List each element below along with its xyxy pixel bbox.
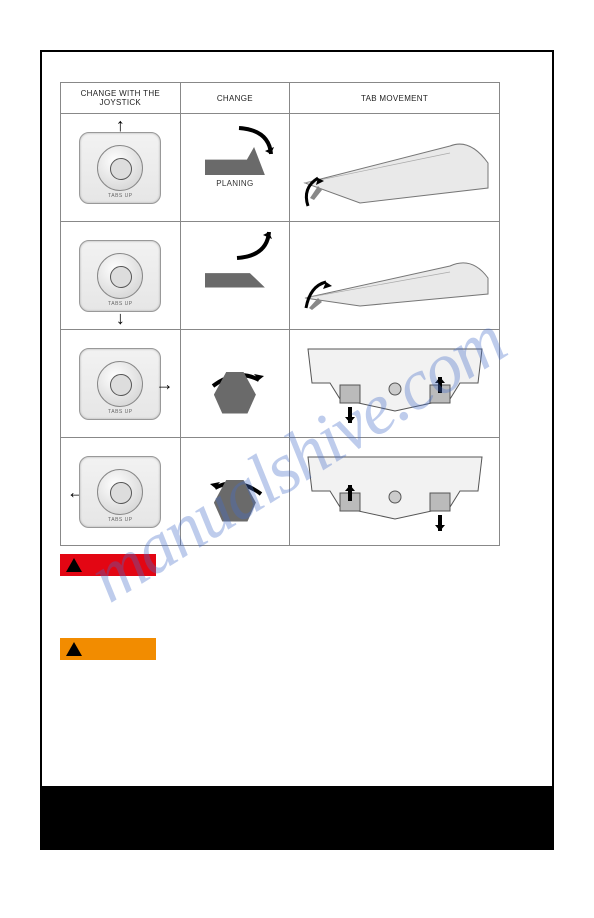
joystick-push-left: ← TABS UP xyxy=(65,442,176,541)
table-row: ↑ TABS UP PLANI xyxy=(61,114,500,222)
joystick-label: TABS UP xyxy=(80,517,160,523)
boat-profile-bow-down-icon xyxy=(185,147,285,175)
pitch-up-arrow-icon xyxy=(227,226,277,266)
joystick-dial xyxy=(97,469,143,515)
joystick-label: TABS UP xyxy=(80,193,160,199)
joystick-body: TABS UP xyxy=(79,456,161,528)
joystick-push-right: TABS UP → xyxy=(65,334,176,433)
joystick-body: TABS UP xyxy=(79,132,161,204)
hull-side-bow-up-icon xyxy=(300,236,490,316)
table-row: TABS UP ↓ xyxy=(61,222,500,330)
trim-tab-table: CHANGE WITH THE JOYSTICK CHANGE TAB MOVE… xyxy=(60,82,500,546)
col-header-joystick: CHANGE WITH THE JOYSTICK xyxy=(61,83,181,114)
table-row: TABS UP → xyxy=(61,330,500,438)
hull-side-bow-down-icon xyxy=(300,128,490,208)
pitch-down-arrow-icon xyxy=(229,120,279,160)
joystick-dial xyxy=(97,361,143,407)
col-header-change: CHANGE xyxy=(180,83,289,114)
boat-topdown-yaw-right-icon xyxy=(185,372,285,414)
joystick-dial xyxy=(97,253,143,299)
joystick-dial xyxy=(97,145,143,191)
change-label: PLANING xyxy=(185,179,285,188)
warning-triangle-icon xyxy=(66,642,82,656)
boat-profile-bow-up-icon xyxy=(185,264,285,288)
page-frame: CHANGE WITH THE JOYSTICK CHANGE TAB MOVE… xyxy=(40,50,554,850)
joystick-body: TABS UP xyxy=(79,240,161,312)
joystick-push-down: TABS UP ↓ xyxy=(65,226,176,325)
col-header-tab: TAB MOVEMENT xyxy=(290,83,500,114)
transom-port-down-icon xyxy=(300,339,490,429)
alert-warning xyxy=(60,638,156,660)
joystick-body: TABS UP xyxy=(79,348,161,420)
joystick-push-up: ↑ TABS UP xyxy=(65,118,176,217)
arrow-right-icon: → xyxy=(156,375,174,393)
table-row: ← TABS UP xyxy=(61,438,500,546)
joystick-label: TABS UP xyxy=(80,409,160,415)
arrow-down-icon: ↓ xyxy=(116,309,125,327)
boat-topdown-yaw-left-icon xyxy=(185,480,285,522)
warning-triangle-icon xyxy=(66,558,82,572)
transom-starboard-down-icon xyxy=(300,447,490,537)
joystick-label: TABS UP xyxy=(80,301,160,307)
alert-danger xyxy=(60,554,156,576)
table-header-row: CHANGE WITH THE JOYSTICK CHANGE TAB MOVE… xyxy=(61,83,500,114)
footer-bar xyxy=(42,786,552,848)
